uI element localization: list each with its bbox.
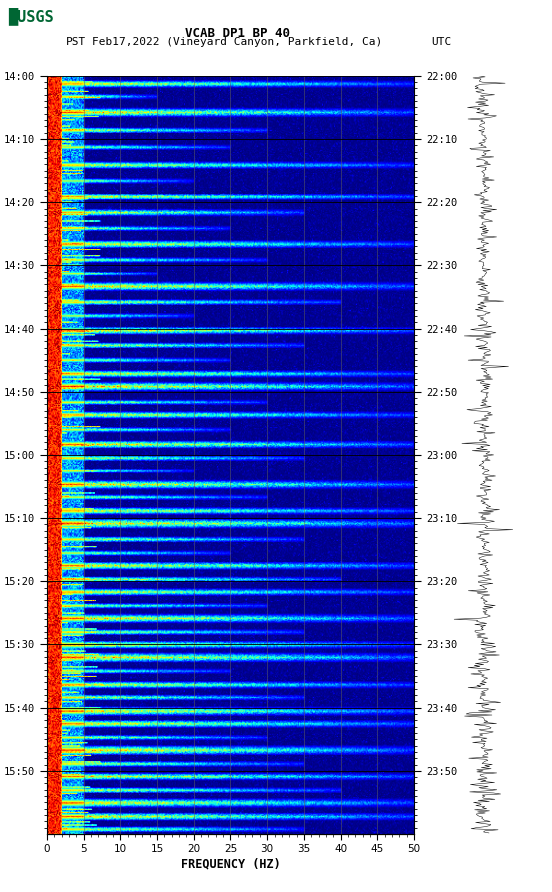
Text: PST: PST [66, 37, 87, 47]
Text: Feb17,2022 (Vineyard Canyon, Parkfield, Ca): Feb17,2022 (Vineyard Canyon, Parkfield, … [92, 37, 383, 47]
Text: █USGS: █USGS [8, 7, 54, 25]
Text: VCAB DP1 BP 40: VCAB DP1 BP 40 [185, 27, 290, 40]
X-axis label: FREQUENCY (HZ): FREQUENCY (HZ) [181, 857, 280, 871]
Text: UTC: UTC [432, 37, 452, 47]
